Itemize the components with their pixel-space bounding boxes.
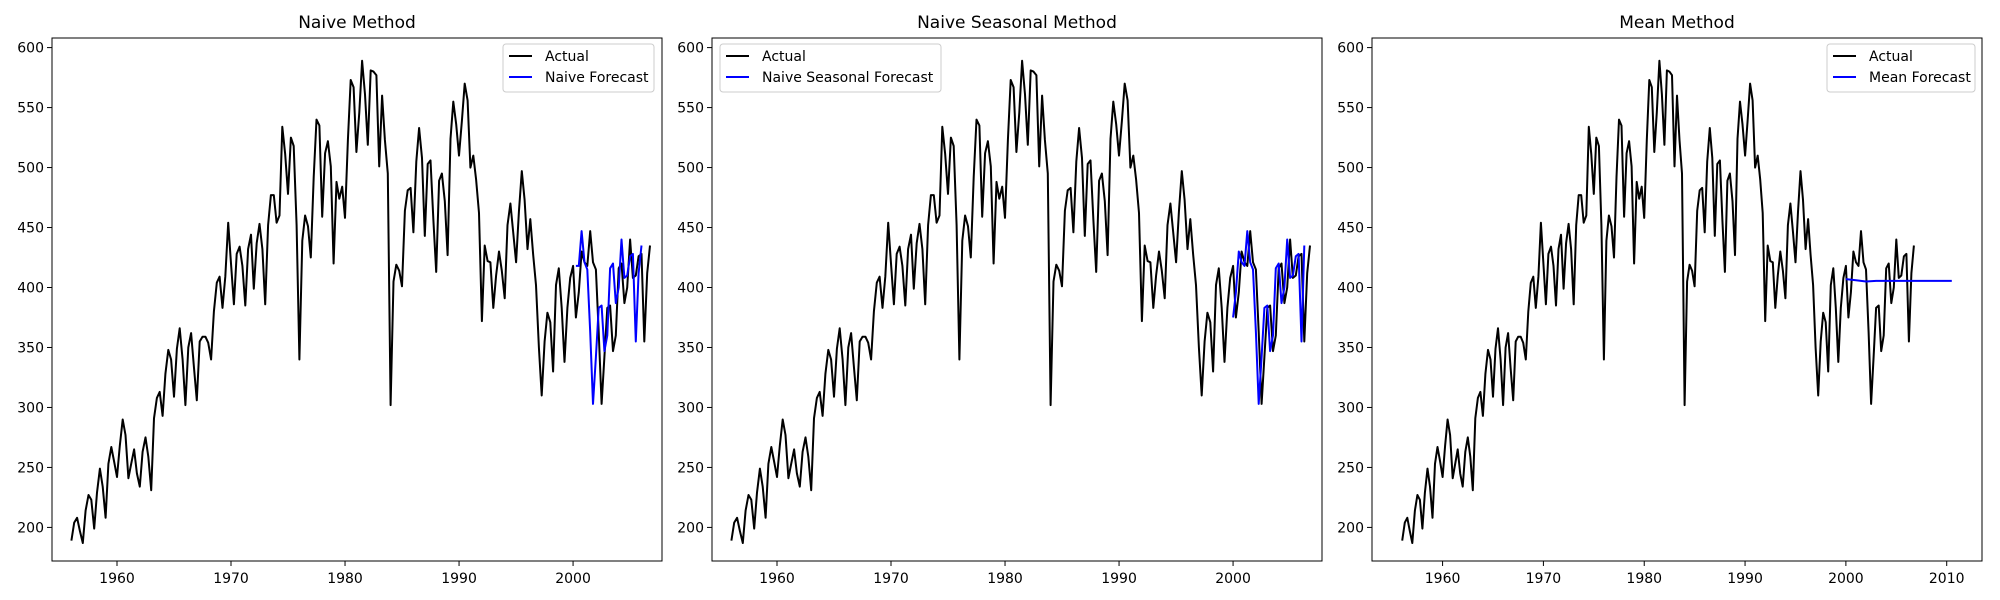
- y-tick-label: 400: [17, 281, 44, 297]
- legend-label-actual: Actual: [545, 49, 589, 65]
- y-tick-label: 250: [1337, 460, 1364, 476]
- y-tick-label: 350: [677, 340, 704, 356]
- x-tick-label: 2000: [1215, 571, 1251, 587]
- y-tick-label: 350: [1337, 340, 1364, 356]
- legend-frame: [1826, 43, 1976, 93]
- y-tick-label: 550: [677, 101, 704, 117]
- x-tick-label: 1970: [1526, 571, 1562, 587]
- y-tick-label: 600: [17, 41, 44, 57]
- series-line-actual: [1401, 59, 1915, 544]
- legend-label-mean-forecast: Mean Forecast: [1869, 70, 1971, 86]
- legend: Actual Naive Forecast: [502, 43, 655, 93]
- y-tick-label: 400: [1337, 281, 1364, 297]
- y-tick-label: 200: [1337, 520, 1364, 536]
- axes-frame: [711, 37, 1323, 562]
- x-axis-ticks: 1960 1970 1980 1990 2000: [759, 561, 1251, 587]
- x-tick-label: 1960: [99, 571, 135, 587]
- y-tick-label: 550: [1337, 101, 1364, 117]
- legend-label-naive-forecast: Naive Forecast: [545, 70, 649, 86]
- x-tick-label: 1990: [1101, 571, 1137, 587]
- x-tick-label: 1970: [213, 571, 249, 587]
- x-tick-label: 2000: [1828, 571, 1864, 587]
- y-tick-label: 200: [17, 520, 44, 536]
- series-lines: [730, 59, 1311, 544]
- x-tick-label: 1960: [1425, 571, 1461, 587]
- legend-frame: [719, 43, 942, 93]
- y-tick-label: 500: [677, 161, 704, 177]
- y-tick-label: 350: [17, 340, 44, 356]
- chart-panel-mean: Mean Method 200250300350400450500550600 …: [1337, 13, 1983, 587]
- chart-title: Mean Method: [1619, 13, 1734, 33]
- legend-label-naive-seasonal-forecast: Naive Seasonal Forecast: [762, 70, 934, 86]
- x-tick-label: 1990: [441, 571, 477, 587]
- x-tick-label: 2010: [1929, 571, 1965, 587]
- x-tick-label: 1970: [873, 571, 909, 587]
- series-lines: [1401, 59, 1952, 544]
- y-tick-label: 400: [677, 281, 704, 297]
- y-tick-label: 250: [677, 460, 704, 476]
- chart-panel-naive-seasonal: Naive Seasonal Method 200 250 300 350 400 450…: [677, 13, 1323, 587]
- y-tick-label: 300: [1337, 400, 1364, 416]
- y-tick-label: 300: [17, 400, 44, 416]
- y-tick-label: 600: [1337, 41, 1364, 57]
- y-tick-label: 450: [677, 221, 704, 237]
- chart-panel-naive: Naive Method 200 250 300 350 400 450 500 550 600…: [17, 13, 663, 587]
- x-tick-label: 1980: [327, 571, 363, 587]
- legend: Actual Mean Forecast: [1826, 43, 1976, 93]
- x-axis-ticks: 1960 1970 1980 1990 2000: [99, 561, 591, 587]
- y-tick-label: 600: [677, 41, 704, 57]
- y-tick-label: 500: [17, 161, 44, 177]
- y-axis-ticks: 200 250 300 350 400 450 500 550 600: [1337, 41, 1372, 536]
- x-tick-label: 1960: [759, 571, 795, 587]
- legend: Actual Naive Seasonal Forecast: [719, 43, 942, 93]
- x-tick-label: 2000: [555, 571, 591, 587]
- y-tick-label: 450: [1337, 221, 1364, 237]
- series-lines: [70, 59, 651, 544]
- series-line-naive-forecast: [575, 230, 643, 405]
- x-axis-ticks: 1960 1970 1980 1990 2000 2010: [1425, 561, 1965, 587]
- y-tick-label: 250: [17, 460, 44, 476]
- x-tick-label: 1980: [987, 571, 1023, 587]
- chart-title: Naive Seasonal Method: [917, 13, 1117, 33]
- series-line-actual: [70, 59, 651, 544]
- y-tick-label: 550: [17, 101, 44, 117]
- series-line-mean-forecast: [1845, 278, 1952, 283]
- legend-label-actual: Actual: [1869, 49, 1913, 65]
- y-tick-label: 450: [17, 221, 44, 237]
- x-tick-label: 1990: [1727, 571, 1763, 587]
- legend-frame: [502, 43, 655, 93]
- series-line-naive-seasonal-forecast: [1232, 230, 1306, 405]
- chart-title: Naive Method: [298, 13, 416, 33]
- axes-frame: [1371, 37, 1983, 562]
- y-tick-label: 200: [677, 520, 704, 536]
- y-axis-ticks: 200 250 300 350 400 450 500 550 600: [677, 41, 712, 536]
- y-tick-label: 300: [677, 400, 704, 416]
- y-tick-label: 500: [1337, 161, 1364, 177]
- y-axis-ticks: 200 250 300 350 400 450 500 550 600: [17, 41, 52, 536]
- x-tick-label: 1980: [1626, 571, 1662, 587]
- legend-label-actual: Actual: [762, 49, 806, 65]
- axes-frame: [51, 37, 663, 562]
- series-line-actual: [730, 59, 1311, 544]
